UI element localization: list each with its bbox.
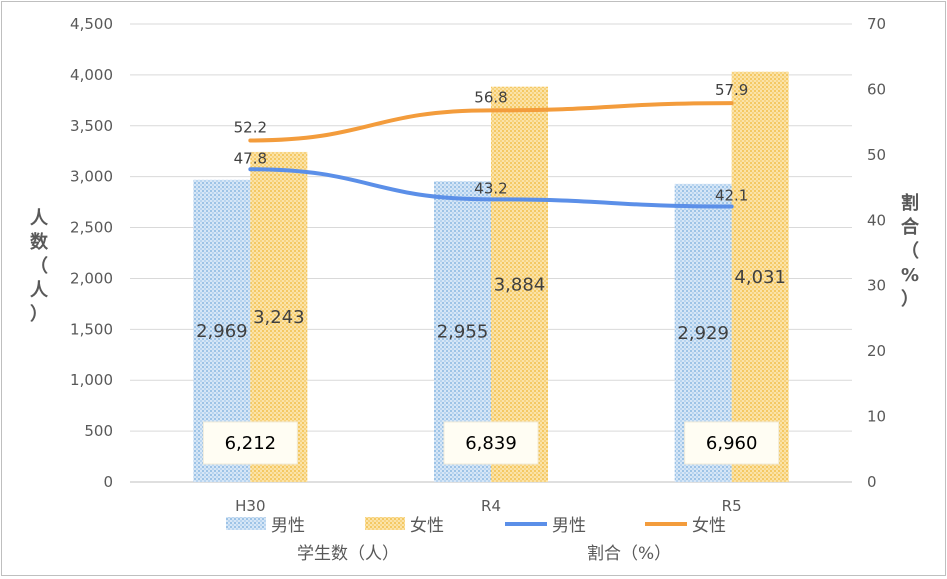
y2-tick-label: 50 bbox=[867, 146, 886, 164]
y2-tick-label: 20 bbox=[867, 342, 886, 360]
x-tick-label: H30 bbox=[235, 497, 265, 515]
y-axis-title-char: 人 bbox=[30, 208, 49, 229]
total-box bbox=[684, 421, 780, 465]
line-label-male: 42.1 bbox=[715, 187, 748, 205]
y-tick-label: 0 bbox=[103, 473, 113, 491]
bars bbox=[193, 71, 789, 483]
legend-swatch-female-bar bbox=[365, 517, 405, 530]
y2-tick-label: 0 bbox=[867, 473, 877, 491]
bar-label-female: 4,031 bbox=[734, 267, 786, 288]
total-label: 6,212 bbox=[225, 433, 277, 454]
lines bbox=[248, 101, 734, 209]
bar-label-female: 3,243 bbox=[253, 307, 305, 328]
bar-label-female: 3,884 bbox=[494, 274, 546, 295]
legend-swatch-male-bar bbox=[226, 517, 266, 530]
x-tick-label: R5 bbox=[722, 497, 742, 515]
y-axis-ticks: 0 500 1,000 1,500 2,000 2,500 3,000 3,500 4,000 4… bbox=[70, 15, 113, 491]
legend-label-male-line: 男性 bbox=[552, 516, 586, 536]
y2-tick-label: 60 bbox=[867, 80, 886, 98]
y2-axis-title-char: ） bbox=[901, 289, 919, 310]
bar-label-male: 2,955 bbox=[437, 322, 489, 343]
y-axis-title: 人数（人） bbox=[30, 208, 49, 325]
y-tick-label: 3,500 bbox=[70, 117, 113, 135]
total-box bbox=[443, 421, 539, 465]
bar-label-male: 2,969 bbox=[196, 321, 248, 342]
y2-axis-title-char: 割 bbox=[901, 192, 919, 214]
y2-axis-title-char: 合 bbox=[901, 216, 920, 238]
line-label-female: 57.9 bbox=[715, 81, 748, 99]
y2-axis-ticks: 0 10 20 30 40 50 60 70 bbox=[867, 15, 886, 491]
line-female-ratio bbox=[248, 101, 734, 143]
bar-female bbox=[491, 86, 548, 482]
legend-group-ratio: 割合（%） bbox=[587, 544, 671, 564]
y-axis-title-char: （ bbox=[30, 256, 48, 277]
y-tick-label: 500 bbox=[84, 422, 113, 440]
y-axis-title-char: 数 bbox=[30, 231, 49, 253]
line-male-ratio bbox=[248, 167, 734, 209]
y2-tick-label: 30 bbox=[867, 277, 886, 295]
legend-label-male-bar: 男性 bbox=[271, 516, 305, 536]
x-axis-labels: H30 R4 R5 bbox=[235, 497, 742, 515]
y2-tick-label: 70 bbox=[867, 15, 886, 33]
total-box bbox=[202, 421, 298, 465]
legend-label-female-bar: 女性 bbox=[410, 516, 444, 536]
y2-axis-title-char: % bbox=[901, 265, 919, 286]
x-tick-label: R4 bbox=[481, 497, 501, 515]
line-label-female: 52.2 bbox=[234, 118, 267, 136]
line-label-female: 56.8 bbox=[474, 88, 507, 106]
legend-group-students: 学生数（人） bbox=[297, 544, 399, 564]
y2-axis-title: 割合 （% ） bbox=[901, 192, 920, 310]
bar-female bbox=[731, 71, 789, 483]
y2-tick-label: 10 bbox=[867, 408, 886, 426]
bar-label-male: 2,929 bbox=[677, 323, 729, 344]
legend: 男性 女性 男性 女性 学生数（人） 割合（%） bbox=[226, 516, 726, 564]
total-labels: 6,212 6,839 6,960 bbox=[202, 421, 780, 465]
legend-label-female-line: 女性 bbox=[692, 516, 726, 536]
line-label-male: 47.8 bbox=[234, 149, 267, 167]
y-tick-label: 3,000 bbox=[70, 168, 113, 186]
total-label: 6,839 bbox=[465, 433, 517, 454]
y-tick-label: 2,500 bbox=[70, 219, 113, 237]
y2-tick-label: 40 bbox=[867, 211, 886, 229]
y-axis-title-char: 人 bbox=[30, 280, 49, 301]
y-tick-label: 2,000 bbox=[70, 269, 113, 287]
total-label: 6,960 bbox=[706, 433, 758, 454]
y-tick-label: 1,000 bbox=[70, 371, 113, 389]
line-label-male: 43.2 bbox=[474, 179, 507, 197]
y-tick-label: 4,000 bbox=[70, 66, 113, 84]
y-tick-label: 4,500 bbox=[70, 15, 113, 33]
y2-axis-title-char: （ bbox=[901, 241, 919, 262]
y-tick-label: 1,500 bbox=[70, 320, 113, 338]
y-axis-title-char: ） bbox=[30, 304, 48, 325]
